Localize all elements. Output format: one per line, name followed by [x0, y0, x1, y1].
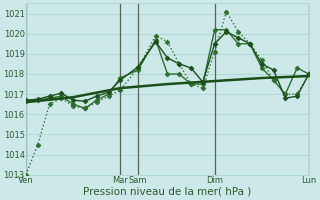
X-axis label: Pression niveau de la mer( hPa ): Pression niveau de la mer( hPa )	[83, 187, 252, 197]
